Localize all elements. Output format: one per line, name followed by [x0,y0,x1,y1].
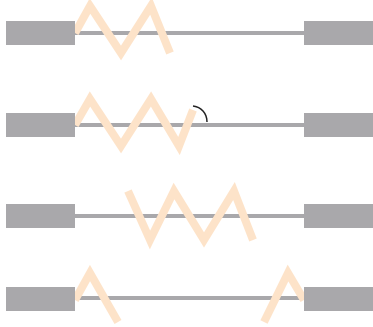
right-block [304,287,373,311]
spring-row-2 [6,91,373,156]
left-block [6,204,75,228]
coil-right-segment [260,264,308,324]
right-block [304,21,373,45]
hook-curve [192,105,208,123]
left-block [6,21,75,45]
coil-zigzag [71,91,197,156]
coil-zigzag [124,182,257,250]
right-block [304,113,373,137]
left-block [6,113,75,137]
right-block [304,204,373,228]
spring-row-1 [6,0,373,61]
coil-left-segment [71,264,122,324]
spring-row-4 [6,264,373,324]
coil-zigzag [71,0,174,61]
left-block [6,287,75,311]
spring-row-3 [6,182,373,250]
